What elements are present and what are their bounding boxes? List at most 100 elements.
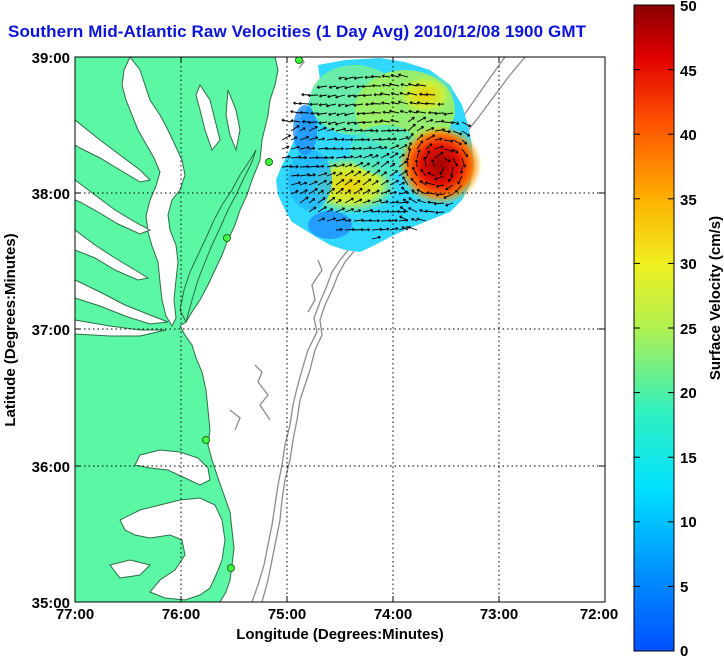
velocity-arrow [344, 156, 354, 159]
velocity-arrowhead [417, 199, 420, 203]
velocity-arrowhead [459, 142, 462, 145]
velocity-arrowhead [316, 87, 320, 89]
velocity-arrow [336, 112, 346, 116]
velocity-arrowhead [343, 127, 346, 130]
velocity-arrowhead [287, 155, 291, 158]
velocity-arrow [326, 103, 337, 107]
velocity-arrow [461, 148, 468, 157]
velocity-arrow [362, 112, 373, 115]
velocity-arrow [389, 83, 400, 87]
velocity-arrowhead [387, 137, 391, 140]
velocity-arrowhead [468, 133, 471, 137]
velocity-arrow [371, 180, 379, 186]
velocity-arrow [380, 160, 390, 168]
velocity-arrow [443, 130, 451, 133]
velocity-arrow [427, 172, 436, 177]
velocity-arrowhead [325, 146, 328, 149]
velocity-arrow [398, 153, 405, 159]
velocity-arrow [420, 169, 427, 177]
chesapeake-bay [75, 57, 241, 601]
velocity-arrow [353, 76, 364, 79]
velocity-arrowhead [340, 227, 343, 230]
velocity-arrow [371, 112, 382, 114]
velocity-arrowhead [411, 218, 414, 221]
velocity-arrow [353, 162, 364, 168]
velocity-arrow [380, 228, 390, 231]
velocity-arrow [407, 123, 416, 132]
velocity-arrow [439, 166, 445, 175]
velocity-arrowhead [356, 86, 360, 89]
velocity-arrow [417, 199, 427, 204]
velocity-arrow [425, 93, 436, 96]
velocity-arrow [411, 218, 418, 222]
velocity-arrowhead [405, 218, 408, 221]
velocity-arrow [308, 157, 319, 159]
velocity-arrowhead [353, 96, 357, 98]
velocity-arrow [347, 94, 355, 97]
velocity-arrow [318, 121, 328, 124]
grid-lines [75, 57, 605, 602]
velocity-arrowhead [405, 157, 408, 161]
velocity-arrowhead [298, 155, 301, 158]
velocity-arrow [308, 180, 318, 186]
velocity-arrowhead [391, 101, 394, 105]
velocity-arrowhead [334, 137, 337, 140]
velocity-arrow [424, 157, 427, 168]
velocity-arrow [416, 218, 427, 222]
velocity-arrowhead [367, 228, 371, 230]
velocity-arrowhead [416, 189, 419, 193]
velocity-arrowhead [286, 145, 290, 147]
velocity-arrowhead [298, 103, 302, 106]
velocity-arrow [389, 170, 398, 177]
velocity-arrowhead [360, 227, 364, 230]
velocity-arrow [353, 103, 364, 106]
velocity-arrow [380, 153, 390, 159]
velocity-arrow [408, 226, 418, 231]
velocity-arrow [308, 174, 316, 177]
velocity-arrow [317, 197, 326, 204]
velocity-arrow [326, 157, 334, 159]
velocity-arrowhead [390, 74, 393, 78]
velocity-arrow [344, 228, 355, 231]
velocity-arrowhead [369, 153, 373, 156]
velocity-arrowhead [408, 148, 411, 151]
velocity-arrowhead [435, 194, 439, 197]
velocity-arrowhead [424, 182, 428, 185]
velocity-arrowhead [377, 219, 380, 221]
velocity-arrowhead [436, 186, 439, 188]
velocity-arrow [461, 121, 471, 127]
velocity-arrow [419, 180, 427, 186]
velocity-arrow [326, 128, 335, 132]
velocity-arrow [416, 134, 424, 141]
velocity-field [276, 58, 482, 252]
velocity-arrow [380, 210, 390, 213]
velocity-arrow [434, 129, 445, 132]
velocity-arrow [416, 116, 427, 123]
velocity-arrow [390, 119, 400, 123]
velocity-arrow [390, 74, 400, 78]
velocity-arrow [415, 159, 418, 168]
velocity-arrowhead [353, 105, 357, 107]
velocity-arrowhead [338, 78, 342, 80]
velocity-arrowhead [316, 164, 319, 167]
velocity-arrow [317, 112, 328, 115]
velocity-arrow [317, 165, 325, 168]
velocity-arrow [356, 85, 364, 88]
colorbar: 50 45 40 35 30 25 20 15 10 5 0 Surface V… [633, 0, 724, 659]
velocity-arrow [380, 146, 388, 150]
x-tick-label: 72:00 [580, 606, 618, 623]
velocity-arrow [371, 228, 382, 231]
velocity-arrowhead [411, 189, 414, 193]
velocity-arrowhead [401, 226, 404, 230]
velocity-arrowhead [315, 136, 319, 138]
velocity-arrowhead [318, 122, 322, 125]
velocity-arrow [281, 134, 291, 141]
velocity-arrow [400, 110, 409, 114]
velocity-arrowhead [425, 103, 428, 106]
velocity-arrowhead [419, 209, 422, 213]
velocity-arrow [299, 173, 310, 177]
velocity-arrow [408, 207, 418, 213]
velocity-arrow [362, 199, 371, 204]
velocity-arrow [460, 166, 463, 174]
velocity-arrow [425, 150, 430, 159]
